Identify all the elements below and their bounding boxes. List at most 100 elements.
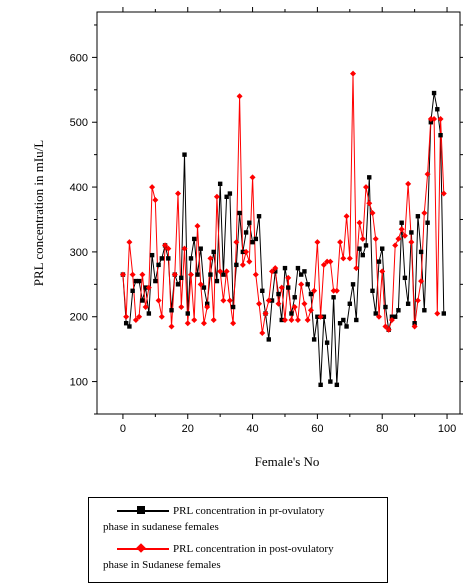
data-point-post — [256, 300, 263, 307]
data-point-post — [243, 248, 250, 255]
series-points — [119, 70, 447, 388]
data-point-pre — [179, 275, 184, 281]
series-lines — [122, 73, 445, 385]
data-point-pre — [370, 288, 375, 294]
data-point-pre — [169, 308, 174, 313]
y-tick-label: 600 — [70, 52, 88, 64]
data-point-pre — [402, 275, 408, 281]
data-point-post — [340, 255, 347, 262]
data-point-post — [210, 316, 217, 323]
data-point-post — [155, 297, 162, 304]
data-point-post — [353, 265, 360, 272]
data-point-pre — [418, 249, 424, 255]
data-point-pre — [240, 249, 246, 255]
y-axis-label: PRL concentration in mIu/L — [31, 140, 46, 287]
x-tick-label: 80 — [376, 423, 388, 435]
data-point-post — [126, 239, 133, 246]
y-tick-label: 400 — [70, 182, 88, 194]
data-point-post — [239, 261, 246, 268]
data-point-post — [220, 297, 227, 304]
data-point-post — [314, 239, 321, 246]
data-point-pre — [367, 175, 372, 180]
data-point-post — [181, 245, 188, 252]
data-point-pre — [422, 308, 427, 313]
data-point-pre — [292, 295, 297, 300]
data-point-pre — [221, 272, 226, 277]
data-point-post — [191, 316, 198, 323]
data-point-post — [236, 93, 243, 100]
data-point-pre — [409, 230, 414, 235]
data-point-pre — [405, 301, 411, 306]
data-point-post — [388, 316, 395, 323]
data-point-pre — [156, 262, 161, 268]
y-tick-label: 500 — [70, 117, 88, 129]
data-point-pre — [127, 324, 132, 329]
data-point-pre — [133, 278, 139, 284]
y-tick-label: 100 — [70, 377, 88, 389]
x-axis-ticks: 0 20 40 60 80 100 — [120, 7, 456, 435]
data-point-pre — [380, 246, 385, 251]
data-point-pre — [286, 285, 291, 290]
data-point-pre — [438, 132, 443, 138]
data-point-post — [269, 268, 276, 275]
data-point-pre — [195, 272, 200, 277]
data-point-pre — [318, 382, 323, 388]
data-point-post — [187, 271, 194, 278]
prl-line-chart: 0 20 40 60 80 100 100 200 300 400 500 600 Female's… — [31, 7, 463, 469]
data-point-pre — [347, 301, 353, 306]
legend-label-pre-line1: PRL concentration in pr-ovulatory — [173, 505, 325, 517]
data-point-post — [372, 235, 379, 242]
data-point-post — [285, 274, 292, 281]
data-point-pre — [188, 256, 194, 261]
data-point-pre — [334, 382, 340, 388]
data-point-post — [132, 316, 139, 323]
data-point-pre — [175, 282, 181, 287]
data-point-post — [317, 313, 324, 320]
data-point-post — [223, 268, 230, 275]
data-point-pre — [428, 120, 434, 125]
data-point-post — [346, 255, 353, 262]
data-point-post — [252, 271, 259, 278]
data-point-post — [418, 278, 425, 285]
data-point-post — [356, 219, 363, 226]
data-point-pre — [140, 298, 145, 303]
data-point-post — [213, 193, 220, 200]
data-point-post — [343, 213, 350, 220]
data-point-pre — [227, 191, 233, 196]
data-point-pre — [146, 311, 152, 316]
data-point-pre — [373, 311, 378, 316]
data-point-pre — [136, 278, 142, 284]
data-point-pre — [266, 337, 271, 342]
data-point-pre — [441, 311, 446, 316]
data-point-post — [288, 316, 295, 323]
data-point-post — [149, 184, 156, 191]
data-point-post — [249, 174, 256, 181]
data-point-pre — [363, 243, 369, 248]
data-point-pre — [311, 337, 317, 342]
data-point-post — [294, 316, 301, 323]
data-point-post — [434, 310, 441, 317]
data-point-post — [320, 261, 327, 268]
legend-label-post-line2: phase in Sudanese females — [103, 559, 221, 571]
x-axis-label: Female's No — [255, 454, 320, 469]
legend: PRL concentration in pr-ovulatory phase … — [88, 497, 388, 583]
data-point-pre — [211, 249, 216, 255]
data-point-pre — [253, 236, 259, 242]
data-point-pre — [217, 181, 223, 187]
data-point-post — [437, 115, 444, 122]
data-point-post — [262, 310, 269, 317]
data-point-post — [398, 226, 405, 233]
data-point-pre — [357, 246, 362, 251]
y-tick-label: 200 — [70, 312, 88, 324]
data-point-pre — [166, 256, 171, 261]
data-point-post — [369, 210, 376, 216]
data-point-post — [301, 300, 308, 307]
data-point-pre — [250, 239, 255, 245]
data-point-post — [304, 316, 311, 323]
data-point-pre — [153, 278, 158, 284]
data-point-post — [427, 115, 434, 122]
data-point-post — [375, 313, 382, 320]
data-point-post — [207, 255, 214, 262]
data-point-pre — [201, 285, 207, 290]
legend-marker-square-icon — [137, 506, 145, 514]
